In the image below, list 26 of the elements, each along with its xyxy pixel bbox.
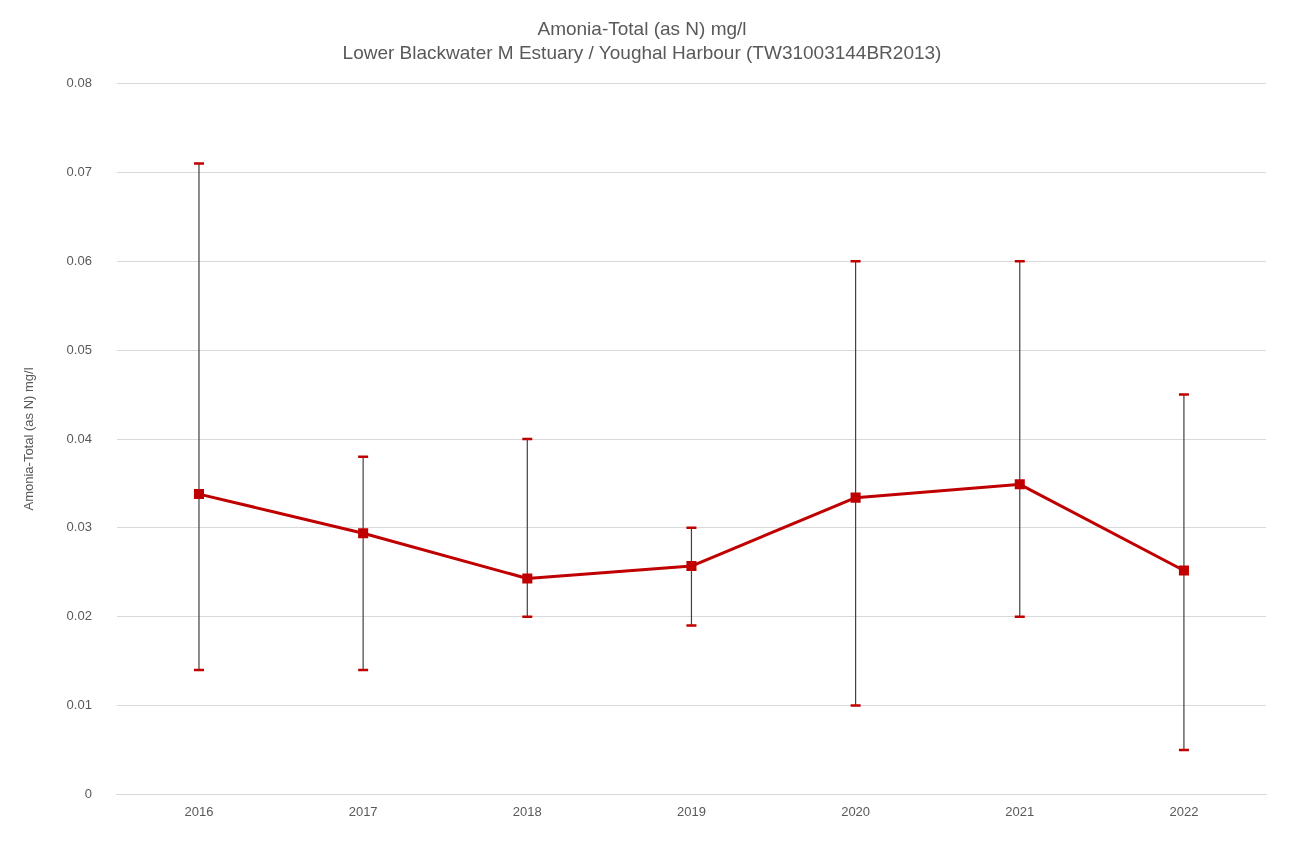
- y-tick-label: 0.06: [66, 252, 92, 268]
- chart-title: Amonia-Total (as N) mg/l: [537, 17, 747, 39]
- x-tick-label: 2018: [512, 803, 542, 819]
- x-tick-label: 2016: [184, 803, 214, 819]
- y-tick-label: 0.02: [66, 608, 92, 624]
- y-tick-label: 0.04: [66, 430, 92, 446]
- y-tick-label: 0: [84, 785, 92, 801]
- y-tick-label: 0.08: [66, 75, 92, 91]
- chart-subtitle: Lower Blackwater M Estuary / Youghal Harbour (TW31003144BR2013): [342, 42, 942, 64]
- x-tick-label: 2019: [676, 803, 706, 819]
- x-tick-label: 2022: [1169, 803, 1199, 819]
- y-tick-label: 0.05: [66, 341, 92, 357]
- x-tick-label: 2021: [1005, 803, 1035, 819]
- y-tick-label: 0.01: [66, 697, 92, 713]
- point: [850, 492, 861, 503]
- y-axis-title: Amonia-Total (as N) mg/l: [21, 367, 37, 511]
- x-tick-label: 2017: [348, 803, 378, 819]
- y-tick-label: 0.07: [66, 164, 92, 180]
- point: [1178, 565, 1189, 576]
- point: [686, 561, 697, 572]
- point: [1014, 479, 1025, 490]
- point: [522, 573, 533, 584]
- point: [193, 489, 205, 500]
- y-tick-label: 0.03: [66, 519, 92, 535]
- x-tick-label: 2020: [841, 803, 871, 819]
- point: [358, 528, 369, 539]
